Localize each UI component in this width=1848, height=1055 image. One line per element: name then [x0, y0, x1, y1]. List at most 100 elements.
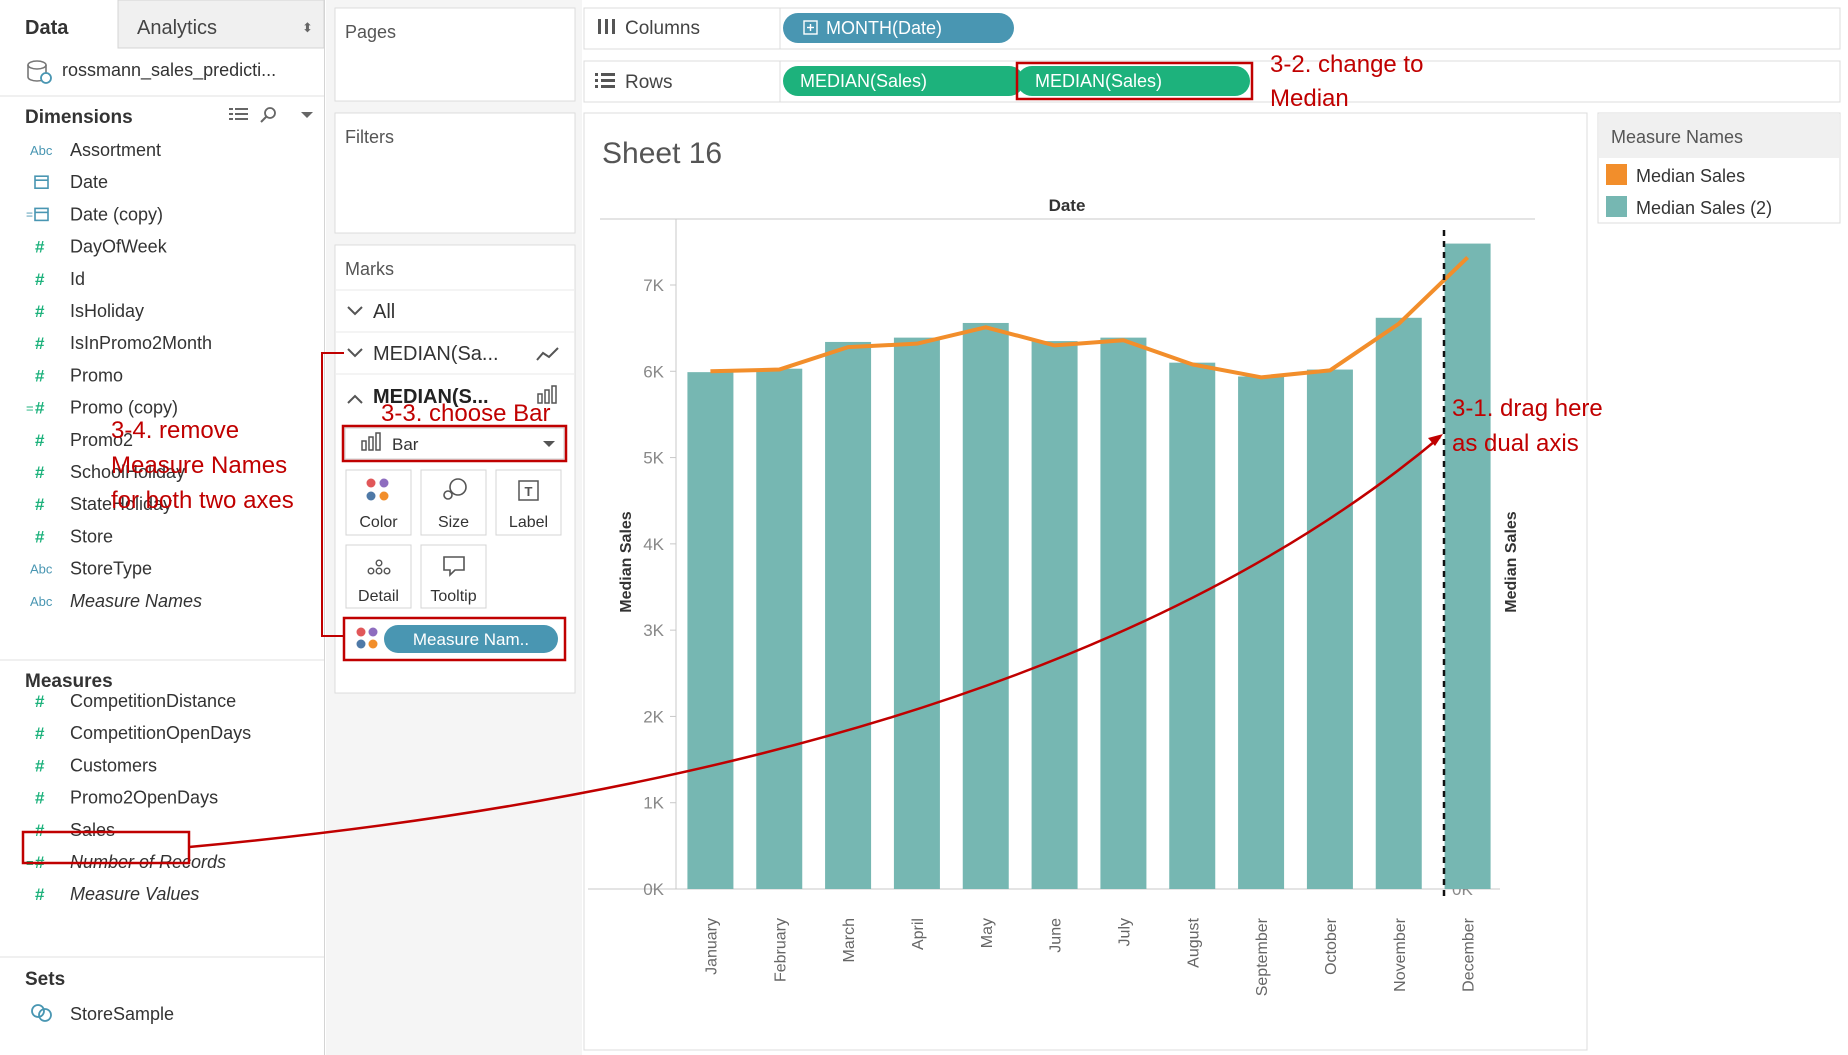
columns-pill[interactable]: MONTH(Date) — [783, 13, 1014, 43]
calculated-number-icon: = # — [26, 399, 45, 418]
marks-row-bar[interactable]: MEDIAN(S... — [347, 385, 557, 408]
y-axis-title-right: Median Sales — [1503, 511, 1520, 612]
field-item-competitionopendays[interactable]: # CompetitionOpenDays — [35, 723, 251, 743]
tab-data[interactable] — [0, 0, 118, 48]
field-label: Sales — [70, 820, 115, 840]
y-tick-label-left: 6K — [643, 362, 664, 381]
search-icon[interactable] — [260, 107, 276, 123]
color-shelf-pill[interactable]: Measure Nam.. — [356, 625, 559, 653]
legend-item-median-sales[interactable]: Median Sales — [1606, 164, 1745, 186]
set-item-storesample[interactable]: StoreSample — [31, 1004, 174, 1024]
bar-january[interactable] — [687, 372, 734, 889]
bar-september[interactable] — [1238, 376, 1285, 889]
svg-text:#: # — [35, 885, 45, 904]
bar-may[interactable] — [962, 322, 1009, 890]
field-item-sales[interactable]: # Sales — [35, 820, 115, 840]
y-tick-label-left: 7K — [643, 276, 664, 295]
y-tick-label-left: 1K — [643, 794, 664, 813]
mark-type-dropdown[interactable]: Bar — [344, 427, 565, 460]
field-item-competitiondistance[interactable]: # CompetitionDistance — [35, 691, 236, 711]
x-tick-label: November — [1392, 917, 1409, 991]
tab-updown-icon[interactable]: ⬍ — [302, 20, 313, 35]
field-item-id[interactable]: # Id — [35, 269, 85, 289]
annotation-3-1-line1: 3-1. drag here — [1452, 395, 1603, 422]
bar-june[interactable] — [1031, 341, 1078, 890]
x-tick-label: February — [772, 918, 789, 982]
columns-shelf[interactable] — [583, 7, 1841, 50]
median-sales-line[interactable] — [710, 255, 1469, 380]
field-label: Measure Values — [70, 884, 199, 904]
bar-november[interactable] — [1375, 317, 1422, 889]
field-item-dayofweek[interactable]: # DayOfWeek — [35, 237, 168, 257]
label-button[interactable]: T Label — [495, 469, 562, 536]
field-item-store[interactable]: # Store — [35, 526, 113, 546]
marks-row-line-label: MEDIAN(Sa... — [373, 343, 499, 365]
field-item-promo2opendays[interactable]: # Promo2OpenDays — [35, 788, 218, 808]
number-icon: # — [35, 270, 45, 289]
field-label: CompetitionDistance — [70, 691, 236, 711]
filters-card[interactable] — [334, 112, 576, 234]
field-item-isholiday[interactable]: # IsHoliday — [35, 301, 144, 321]
field-label: Date (copy) — [70, 204, 163, 224]
color-button[interactable]: Color — [345, 469, 412, 536]
field-item-date[interactable]: Date — [34, 172, 108, 192]
field-label: SchoolHoliday — [70, 462, 185, 482]
marks-row-line[interactable]: MEDIAN(Sa... — [347, 343, 559, 365]
field-item-measure-values[interactable]: # Measure Values — [35, 884, 199, 904]
calculated-calendar-icon: = — [26, 207, 49, 221]
bar-march[interactable] — [825, 341, 872, 889]
svg-text:#: # — [35, 431, 45, 450]
svg-text:=: = — [26, 207, 33, 221]
field-item-promo2[interactable]: # Promo2 — [35, 430, 133, 450]
field-item-isinpromo2month[interactable]: # IsInPromo2Month — [35, 333, 212, 353]
bar-august[interactable] — [1169, 362, 1216, 890]
calendar-icon — [34, 175, 49, 189]
x-tick-label: May — [979, 918, 996, 948]
field-item-promo[interactable]: # Promo — [35, 365, 123, 385]
annotations: 3-2. change to Median 3-3. choose Bar 3-… — [21, 51, 1603, 865]
datasource-item[interactable]: rossmann_sales_predicti... — [27, 60, 276, 84]
list-view-icon[interactable] — [229, 108, 248, 120]
rows-pill-1[interactable]: MEDIAN(Sales) — [783, 66, 1024, 96]
pages-card[interactable] — [334, 7, 576, 102]
svg-text:#: # — [35, 334, 45, 353]
field-item-storetype[interactable]: Abc StoreType — [30, 559, 152, 579]
field-label: DayOfWeek — [70, 237, 168, 257]
bar-february[interactable] — [756, 368, 803, 889]
field-item-date-copy-[interactable]: = Date (copy) — [26, 204, 163, 224]
dimensions-header: Dimensions — [25, 107, 133, 128]
bar-april[interactable] — [893, 337, 940, 889]
number-icon: # — [35, 334, 45, 353]
svg-text:#: # — [35, 366, 45, 385]
tooltip-button[interactable]: Tooltip — [420, 544, 487, 609]
svg-text:#: # — [35, 463, 45, 482]
svg-text:#: # — [35, 756, 45, 775]
legend-item-median-sales-2[interactable]: Median Sales (2) — [1606, 196, 1772, 218]
detail-button[interactable]: Detail — [345, 544, 412, 609]
field-item-measure-names[interactable]: Abc Measure Names — [30, 591, 202, 611]
field-item-promo-copy-[interactable]: = # Promo (copy) — [26, 398, 178, 418]
size-button[interactable]: Size — [420, 469, 487, 536]
number-icon: # — [35, 885, 45, 904]
marks-all-row[interactable]: All — [347, 301, 395, 323]
rows-pill-2[interactable]: MEDIAN(Sales) — [1017, 66, 1250, 96]
string-type-icon: Abc — [30, 143, 53, 158]
x-tick-label: October — [1323, 917, 1340, 975]
field-item-schoolholiday[interactable]: # SchoolHoliday — [35, 462, 185, 482]
field-item-stateholiday[interactable]: # StateHoliday — [35, 494, 172, 514]
svg-text:#: # — [35, 302, 45, 321]
bar-chart-icon — [361, 432, 381, 451]
bar-december[interactable] — [1444, 243, 1491, 889]
number-icon: # — [35, 463, 45, 482]
chart[interactable]: 0K0K1K1K2K2K3K3K4K4K5K5K6K6K7K7KJanuaryF… — [588, 219, 1500, 996]
number-icon: # — [35, 789, 45, 808]
label-icon: T — [518, 480, 539, 501]
bar-july[interactable] — [1100, 337, 1147, 889]
dimensions-menu-icon[interactable] — [301, 112, 313, 118]
tooltip-button-label: Tooltip — [430, 588, 476, 605]
field-item-assortment[interactable]: Abc Assortment — [30, 140, 161, 160]
tab-analytics[interactable] — [117, 0, 325, 49]
legend-swatch — [1606, 164, 1627, 185]
bar-october[interactable] — [1306, 369, 1353, 889]
field-item-customers[interactable]: # Customers — [35, 755, 157, 775]
